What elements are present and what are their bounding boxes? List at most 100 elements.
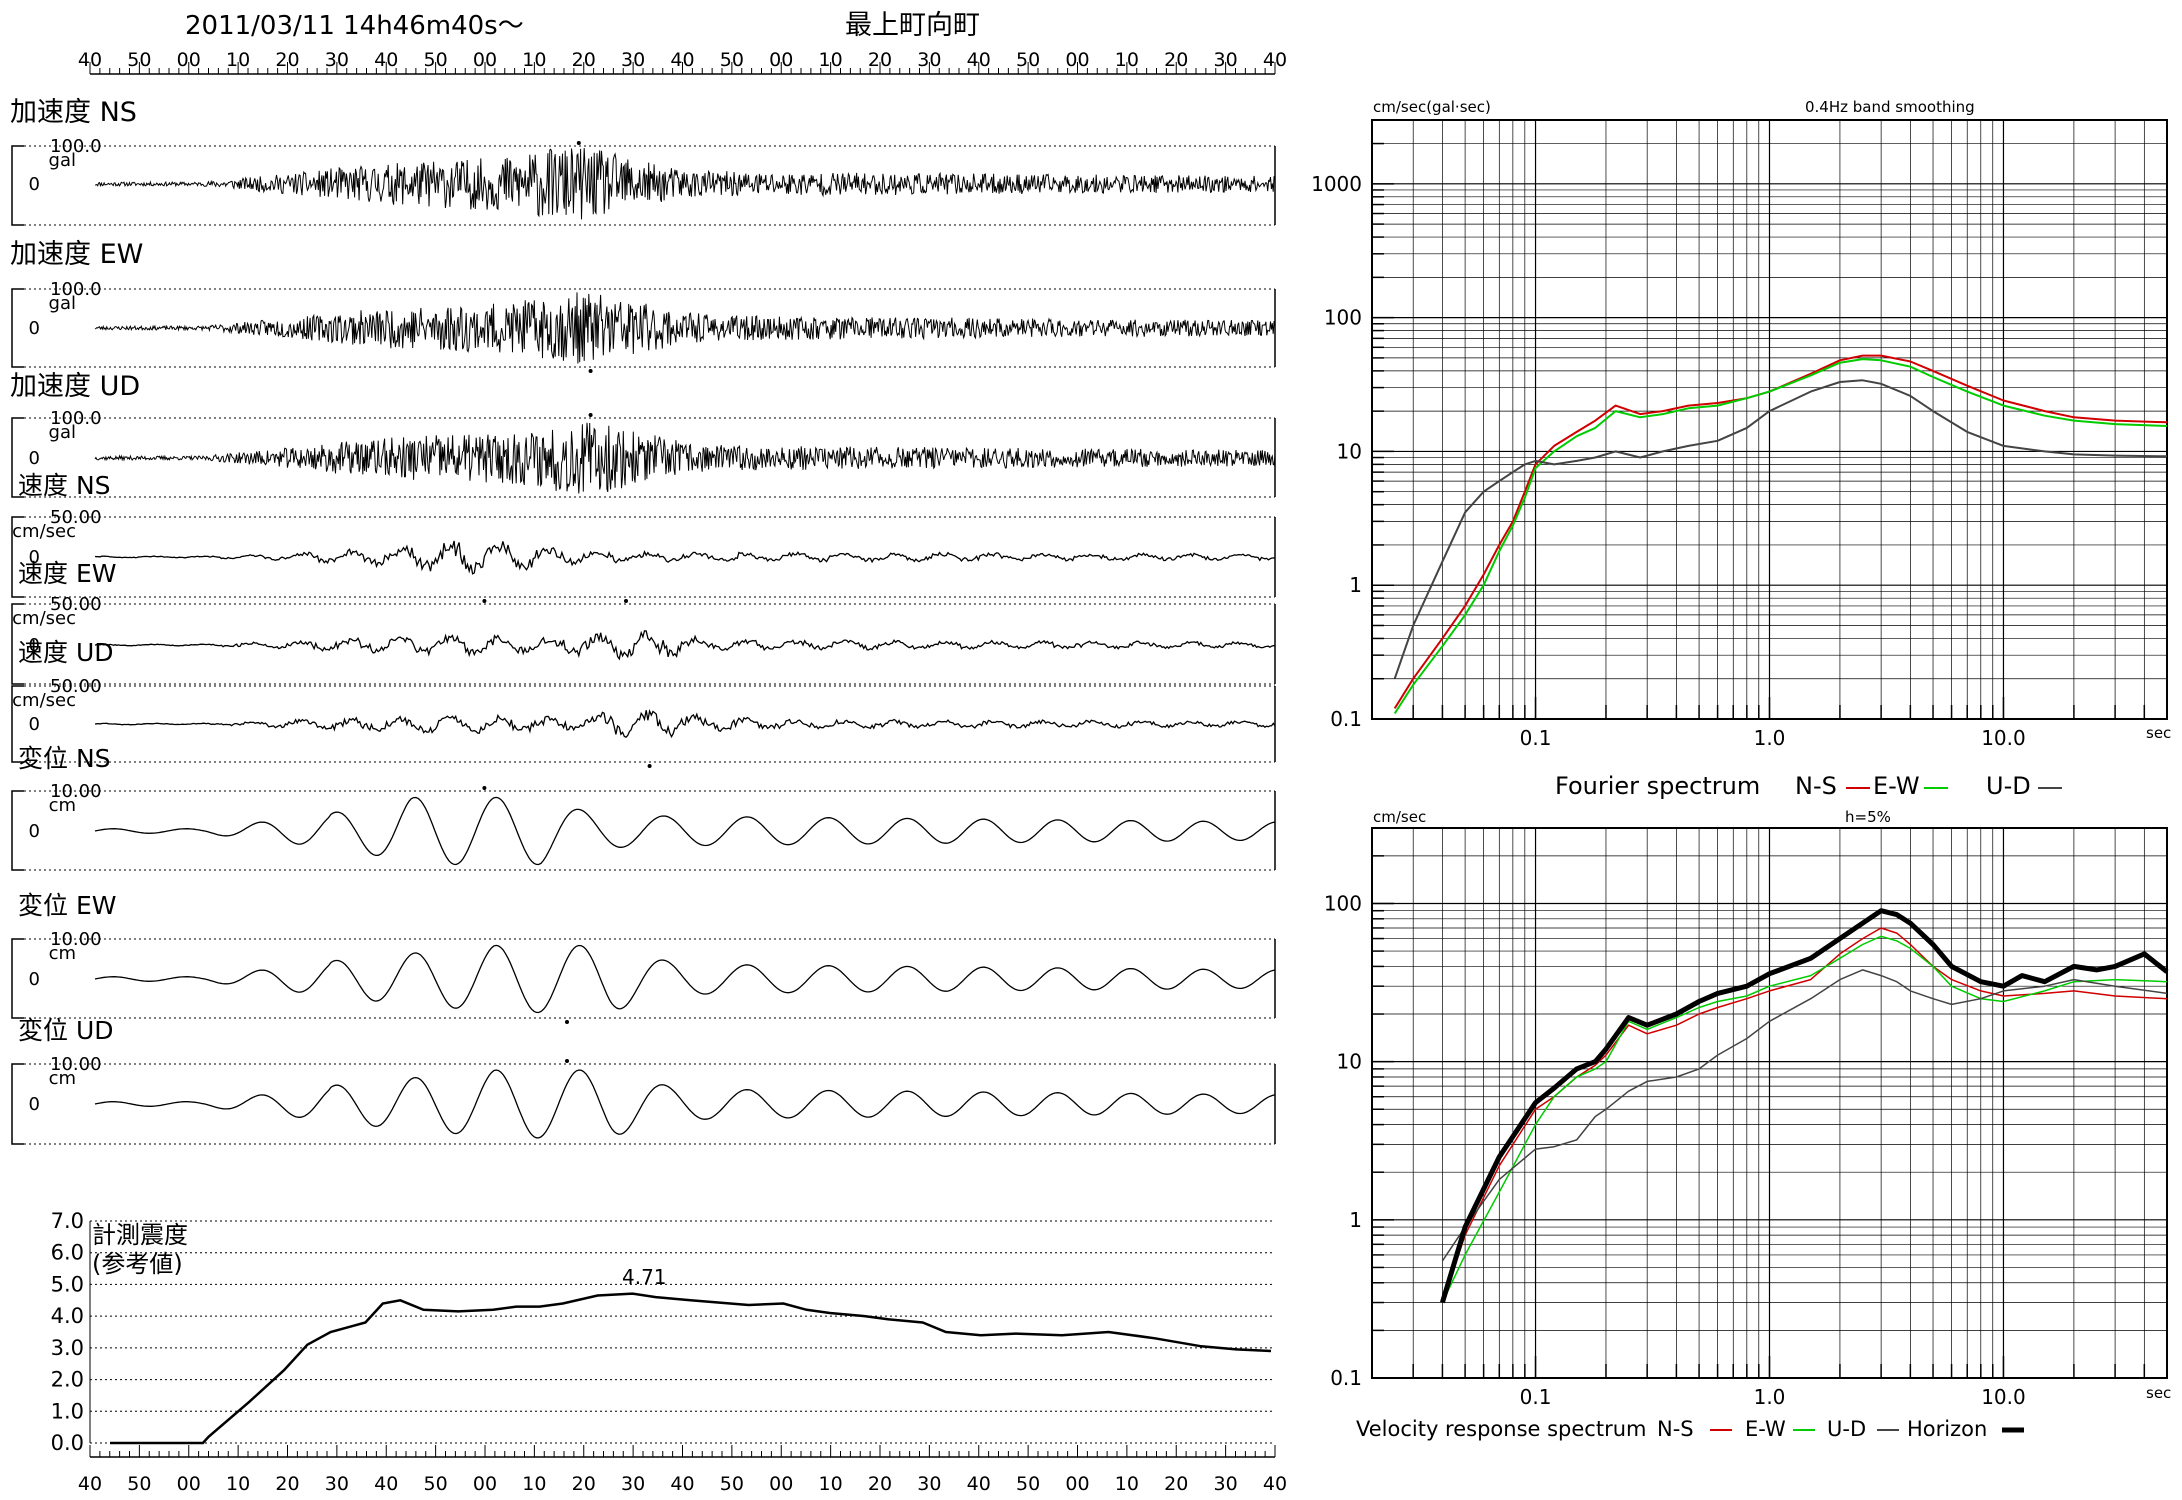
header-station: 最上町向町 <box>845 10 980 41</box>
intensity-subtitle: (参考値) <box>92 1250 183 1278</box>
waveform-title: 加速度 NS <box>10 97 137 128</box>
y-tick-label: 100 <box>1324 306 1362 330</box>
time-tick-label: 30 <box>917 1473 941 1495</box>
fourier-spectrum-chart: cm/sec(gal·sec) 0.4Hz band smoothing sec… <box>1311 98 2171 800</box>
scale-label: 100.0 <box>50 408 102 429</box>
panel-bracket <box>11 145 24 226</box>
time-tick-label: 50 <box>720 1473 744 1495</box>
scale-label: 50.00 <box>50 676 102 697</box>
time-tick-label: 40 <box>1263 49 1287 71</box>
waveform-title: 速度 UD <box>18 638 114 667</box>
intensity-tick-label: 7.0 <box>51 1209 84 1233</box>
time-tick-label: 50 <box>127 49 151 71</box>
fourier-xlabel: sec <box>2146 724 2171 742</box>
series-line-u-d <box>1441 969 2168 1262</box>
unit-label: gal <box>49 150 76 171</box>
scale-label: 100.0 <box>50 136 102 157</box>
zero-label: 0 <box>29 821 40 842</box>
time-tick-label: 30 <box>1214 49 1238 71</box>
waveform-title: 変位 UD <box>18 1016 114 1045</box>
y-tick-label: 1000 <box>1311 172 1362 196</box>
zero-label: 0 <box>29 547 40 568</box>
time-tick-label: 40 <box>670 1473 694 1495</box>
waveform-title: 加速度 UD <box>10 371 140 402</box>
y-tick-label: 100 <box>1324 891 1362 915</box>
time-tick-label: 10 <box>819 1473 843 1495</box>
scale-label: 10.00 <box>50 929 102 950</box>
panel-bracket <box>11 516 24 598</box>
time-tick-label: 20 <box>572 49 596 71</box>
peak-marker <box>647 764 652 768</box>
plot-frame <box>1371 119 2168 720</box>
time-tick-label: 50 <box>424 1473 448 1495</box>
legend-label: E-W <box>1745 1417 1786 1441</box>
waveform-trace <box>94 630 1276 661</box>
series-line-n-s <box>1441 927 2168 1303</box>
unit-label: cm/sec <box>12 521 76 542</box>
fourier-title: Fourier spectrum <box>1555 772 1760 800</box>
panel-bracket <box>11 288 24 368</box>
scale-label: 10.00 <box>50 1054 102 1075</box>
time-tick-label: 30 <box>621 1473 645 1495</box>
waveform-trace <box>94 796 1276 866</box>
time-axis-bottom: 40 50 00 10 20 30 40 50 00 10 20 30 40 50 00 10 20 30 40 50… <box>78 1445 1287 1495</box>
time-tick-label: 10 <box>522 1473 546 1495</box>
velocity-response-chart: cm/sec h=5% sec Velocity response spectr… <box>1324 808 2171 1441</box>
time-tick-label: 00 <box>473 49 497 71</box>
time-tick-label: 40 <box>374 49 398 71</box>
waveform-title: 変位 NS <box>18 744 111 773</box>
time-tick-label: 10 <box>819 49 843 71</box>
y-tick-label: 1 <box>1349 1208 1362 1232</box>
zero-label: 0 <box>29 318 40 339</box>
legend-label: E-W <box>1873 772 1920 800</box>
time-tick-label: 50 <box>1016 1473 1040 1495</box>
series-line-e-w <box>1441 935 2168 1303</box>
scale-label: 50.00 <box>50 507 102 528</box>
time-tick-label: 30 <box>621 49 645 71</box>
waveform-trace <box>94 148 1276 220</box>
intensity-panel: 計測震度 (参考値) 4.71 7.0 6.0 5.0 4.0 3.0 2.0 1.0 0.0 <box>51 1209 1275 1455</box>
x-tick-label: 10.0 <box>1981 726 2026 750</box>
x-tick-label: 1.0 <box>1754 726 1786 750</box>
waveform-title: 速度 EW <box>18 559 116 588</box>
time-tick-label: 40 <box>967 1473 991 1495</box>
intensity-tick-label: 4.0 <box>51 1304 84 1328</box>
peak-marker <box>565 1020 569 1024</box>
y-tick-label: 0.1 <box>1330 1366 1362 1390</box>
peak-marker <box>482 786 487 790</box>
time-tick-label: 10 <box>1115 49 1139 71</box>
series-line-e-w <box>1393 358 2168 715</box>
scale-label: 10.00 <box>50 781 102 802</box>
time-tick-label: 00 <box>177 49 201 71</box>
waveform-title: 速度 NS <box>18 471 111 500</box>
unit-label: cm <box>49 1068 76 1089</box>
zero-label: 0 <box>29 1094 40 1115</box>
zero-label: 0 <box>29 174 40 195</box>
intensity-tick-label: 0.0 <box>51 1431 84 1455</box>
time-tick-label: 30 <box>917 49 941 71</box>
time-tick-label: 40 <box>967 49 991 71</box>
unit-label: gal <box>49 422 76 443</box>
y-tick-label: 0.1 <box>1330 707 1362 731</box>
intensity-line <box>110 1292 1272 1445</box>
y-tick-label: 10 <box>1337 1050 1362 1074</box>
fourier-ylabel: cm/sec(gal·sec) <box>1373 98 1491 116</box>
waveform-trace <box>94 708 1276 739</box>
time-tick-label: 20 <box>868 1473 892 1495</box>
waveform-title: 加速度 EW <box>10 239 143 270</box>
waveform-title: 変位 EW <box>18 891 116 920</box>
time-tick-label: 20 <box>275 49 299 71</box>
peak-marker <box>482 599 487 603</box>
series-line-horizon <box>1440 908 2169 1304</box>
series-line-u-d <box>1393 379 2168 680</box>
time-tick-label: 30 <box>325 1473 349 1495</box>
velocity-ylabel: cm/sec <box>1373 808 1426 826</box>
panel-bracket <box>11 603 24 685</box>
time-tick-label: 50 <box>720 49 744 71</box>
plot-frame <box>1371 827 2168 1379</box>
